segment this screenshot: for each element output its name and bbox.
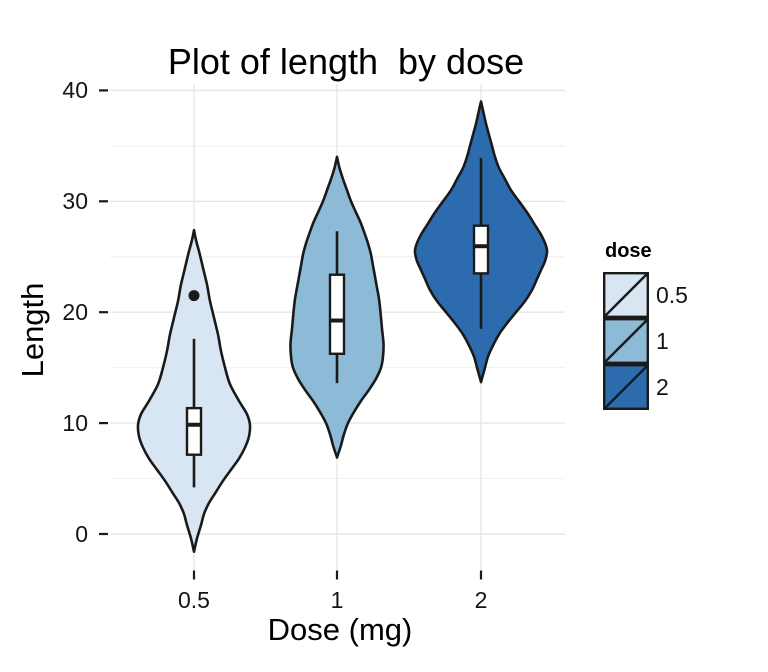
- legend-label: 2: [656, 373, 669, 400]
- y-axis-title: Length: [15, 282, 50, 378]
- y-tick-label-10: 10: [62, 410, 88, 437]
- boxplot-box: [328, 273, 346, 355]
- chart-title: Plot of length by dose: [167, 41, 525, 82]
- y-tick-label-20: 20: [62, 299, 88, 326]
- legend-key-diagonal-icon: [603, 318, 649, 364]
- violin-group-dose-0.5: [136, 228, 252, 553]
- legend-label: 0.5: [656, 281, 688, 308]
- legend: dose 0.5 1 2: [603, 240, 688, 410]
- x-tick-label-1: 1: [330, 587, 344, 613]
- outlier-point: [188, 290, 200, 302]
- x-axis-title: Dose (mg): [267, 612, 413, 647]
- y-tick-label-40: 40: [62, 77, 88, 104]
- legend-key-swatch: [603, 318, 649, 364]
- x-tick-label-0.5: 0.5: [178, 587, 210, 613]
- violin-group-dose-2: [413, 100, 549, 384]
- x-tick-label-2: 2: [474, 587, 488, 613]
- y-tick-label-30: 30: [62, 188, 88, 215]
- axis-ticks: [99, 89, 483, 580]
- legend-key-swatch: [603, 272, 649, 318]
- legend-key-swatch: [603, 364, 649, 410]
- legend-label: 1: [656, 327, 669, 354]
- legend-entry-0.5: 0.5: [603, 272, 688, 318]
- violin-group-dose-1: [289, 155, 385, 459]
- boxplot-box: [472, 224, 490, 275]
- boxplot-box: [185, 406, 203, 456]
- y-tick-label-0: 0: [75, 521, 88, 547]
- legend-entry-2: 2: [603, 364, 688, 410]
- legend-key-diagonal-icon: [603, 272, 649, 318]
- legend-entry-1: 1: [603, 318, 688, 364]
- legend-title: dose: [605, 240, 652, 262]
- legend-key-diagonal-icon: [603, 364, 649, 410]
- legend-keys: 0.5 1 2: [603, 272, 688, 410]
